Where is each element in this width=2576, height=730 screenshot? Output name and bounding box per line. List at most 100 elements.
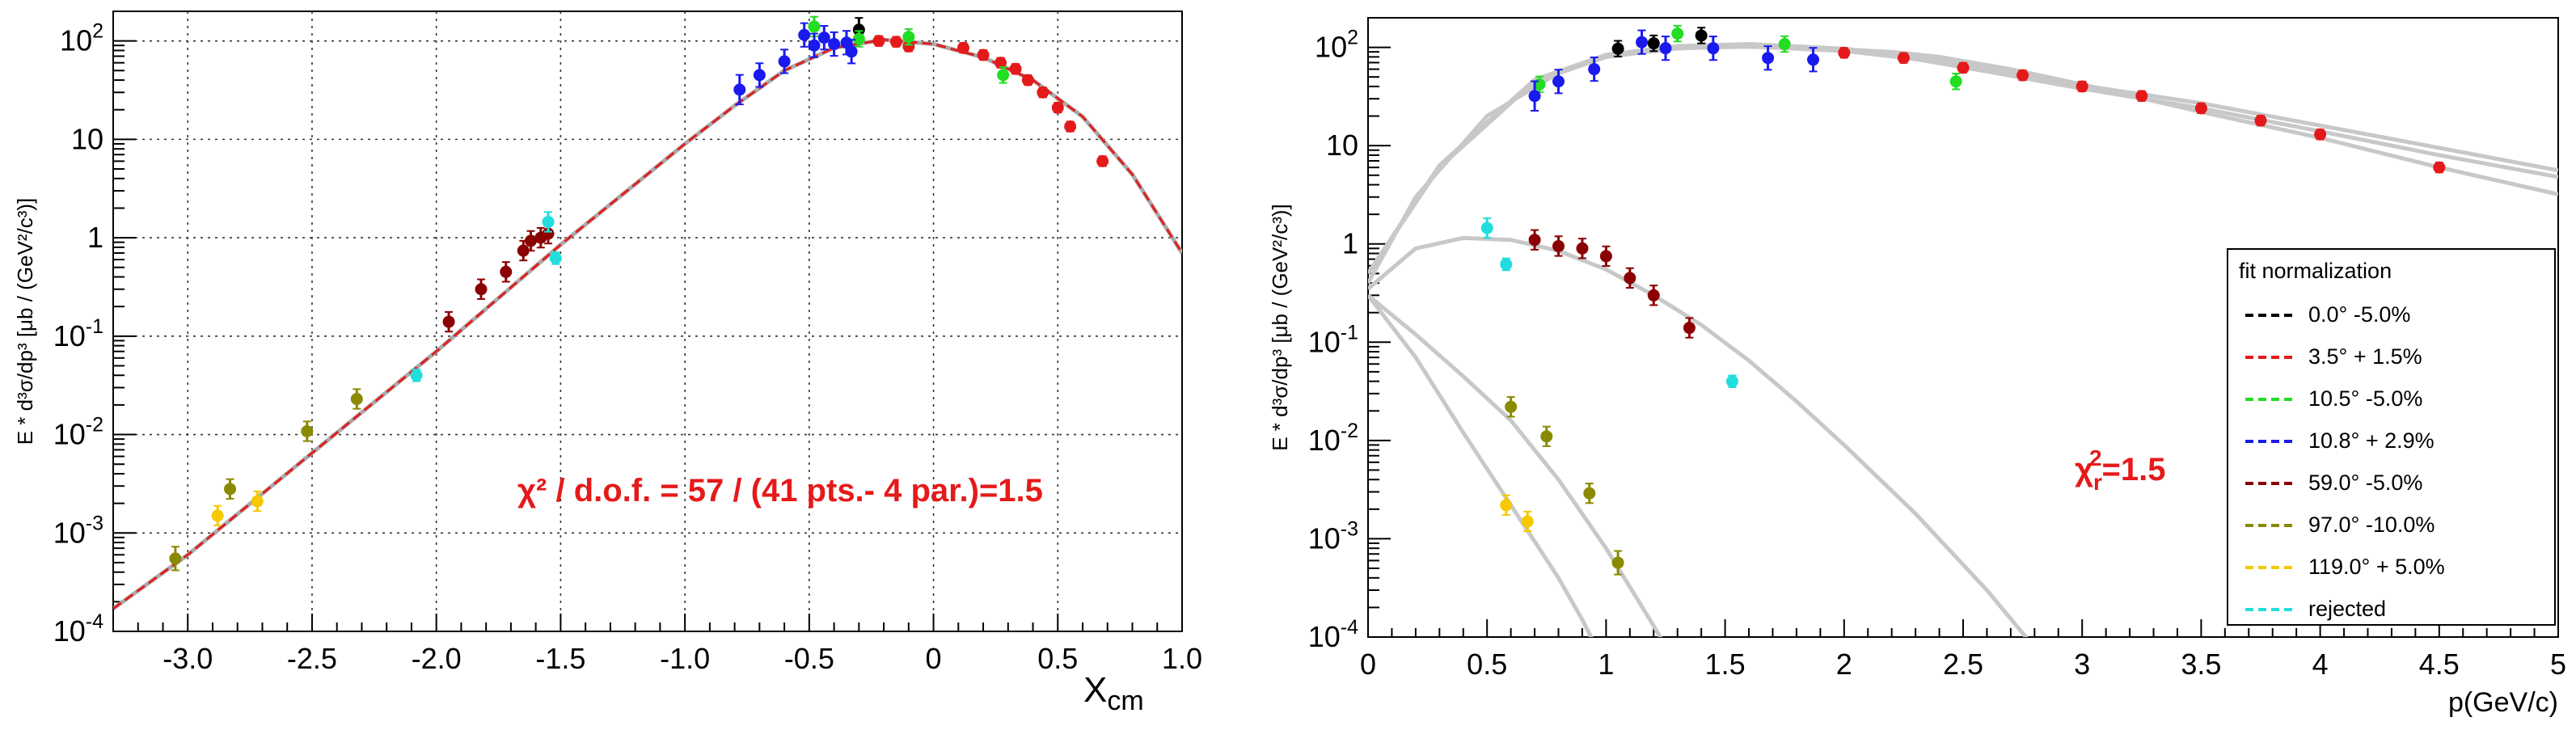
data-point	[2016, 69, 2029, 82]
series-rejected	[1480, 217, 1738, 388]
legend-box	[2227, 248, 2556, 626]
y-tick-label-1: 10-3	[1308, 517, 1358, 555]
left-chart-panel: -3.0 -2.5 -2.0 -1.5 -1.0 -0.5 0 0.5 1.010-410-31…	[13, 11, 1202, 716]
x-tick-label-6: 0	[926, 642, 942, 675]
legend-label-97p0-10p0: 97.0° -10.0%	[2308, 513, 2435, 537]
fit-curve-59p0fit	[1368, 235, 2029, 637]
data-point	[223, 483, 236, 496]
x-axis: -3.0 -2.5 -2.0 -1.5 -1.0 -0.5 0 0.5 1.0	[137, 614, 1202, 675]
data-point	[169, 552, 182, 565]
data-point	[798, 28, 811, 41]
data-point	[549, 251, 562, 264]
y-tick-label-3: 10-1	[1308, 321, 1358, 358]
data-point	[889, 36, 902, 49]
legend-label-10p5-5p0: 10.5° -5.0%	[2308, 386, 2422, 411]
x-tick-label-3: 1.5	[1705, 648, 1746, 681]
x-tick-label-10: 5	[2550, 648, 2566, 681]
data-point	[902, 31, 915, 44]
grid-lines	[113, 11, 1182, 631]
y-tick-label-2: 10-2	[53, 414, 103, 451]
data-point	[778, 55, 791, 68]
fit-curve-3p5fitupper	[1368, 41, 2558, 275]
data-point	[817, 32, 830, 44]
data-point	[1540, 430, 1553, 443]
data-point	[1051, 101, 1064, 114]
right-chart-panel: 0 0.5 1 1.5 2 2.5 3 3.5 4 4.5 510-410-310-210-1110…	[1268, 17, 2566, 718]
data-point	[1500, 499, 1513, 512]
x-tick-label-4: 2	[1836, 648, 1852, 681]
data-point	[1480, 222, 1493, 234]
data-point	[1528, 90, 1541, 103]
data-point	[1659, 42, 1672, 55]
data-point	[475, 283, 488, 296]
data-point	[828, 37, 841, 50]
data-point	[1505, 400, 1518, 413]
series-119p0	[1500, 494, 1534, 533]
y-tick-label-5: 10	[71, 122, 103, 155]
y-axis-label: E * d³σ/dp³ [μb / (GeV²/c³)]	[1268, 204, 1292, 451]
x-tick-label-5: 2.5	[1943, 648, 1983, 681]
data-point	[1671, 27, 1684, 40]
data-point	[2254, 114, 2267, 127]
x-tick-label-8: 4	[2312, 648, 2329, 681]
data-point	[1647, 37, 1660, 50]
y-tick-label-6: 102	[60, 20, 103, 57]
y-tick-label-4: 1	[87, 221, 103, 254]
chi2-annotation: χ² / d.o.f. = 57 / (41 pts.- 4 par.)=1.5	[517, 473, 1043, 508]
data-point	[1957, 61, 1970, 74]
data-point	[733, 83, 746, 96]
data-point	[1064, 120, 1077, 133]
y-axis-label: E * d³σ/dp³ [μb / (GeV²/c³)]	[13, 198, 37, 445]
y-axis: 10-4 10-3 10-2 10-1 1 10 102	[1308, 17, 1391, 653]
x-tick-label-4: -1.0	[660, 642, 710, 675]
legend-label-3p51p5: 3.5° + 1.5%	[2308, 344, 2422, 369]
chi2r-annotation: χr2=1.5	[2075, 445, 2165, 495]
data-point	[1762, 52, 1775, 65]
series-0p0	[1611, 27, 1708, 57]
data-point	[1552, 75, 1565, 88]
x-tick-label-3: -1.5	[535, 642, 585, 675]
data-point	[1576, 242, 1589, 255]
y-tick-label-1: 10-3	[53, 512, 103, 549]
fit-curve-97p0fit	[1368, 293, 1663, 637]
data-point	[1838, 46, 1851, 59]
series-97p0	[1505, 396, 1624, 576]
data-point	[845, 45, 858, 58]
x-tick-label-2: -2.0	[412, 642, 462, 675]
data-point	[753, 69, 766, 82]
legend-label-0p0-5p0: 0.0° -5.0%	[2308, 302, 2410, 327]
legend-label-10p82p9: 10.8° + 2.9%	[2308, 428, 2435, 453]
fit-curve	[113, 38, 1182, 610]
data-point	[1588, 63, 1601, 76]
data-point	[1624, 272, 1636, 285]
data-point	[1009, 62, 1022, 75]
data-point	[2135, 90, 2148, 103]
series-10p8	[733, 22, 858, 106]
x-tick-label-0: 0	[1360, 648, 1376, 681]
data-point	[500, 265, 513, 278]
data-point	[1949, 75, 1962, 88]
y-tick-label-0: 10-4	[1308, 616, 1358, 653]
data-point	[2194, 102, 2207, 115]
data-point	[1611, 42, 1624, 55]
data-point	[1037, 86, 1049, 99]
fit-curve-shadow	[113, 37, 1182, 610]
data-point	[1021, 74, 1034, 87]
x-axis-label: p(GeV/c)	[2448, 687, 2558, 718]
data-point	[1683, 322, 1696, 335]
data-point	[1647, 289, 1660, 302]
data-point	[542, 215, 555, 228]
data-point	[1096, 154, 1109, 167]
data-point	[301, 424, 314, 437]
y-tick-label-5: 10	[1326, 129, 1358, 162]
series-10p8	[1528, 29, 1820, 112]
data-point	[1897, 52, 1910, 65]
data-point	[1552, 239, 1565, 252]
data-point	[995, 57, 1007, 70]
data-point	[1707, 42, 1720, 55]
data-point	[1695, 29, 1708, 42]
data-point	[1778, 38, 1791, 51]
data-point	[1807, 53, 1820, 66]
data-point	[1725, 375, 1738, 388]
plot-frame	[112, 11, 1183, 632]
